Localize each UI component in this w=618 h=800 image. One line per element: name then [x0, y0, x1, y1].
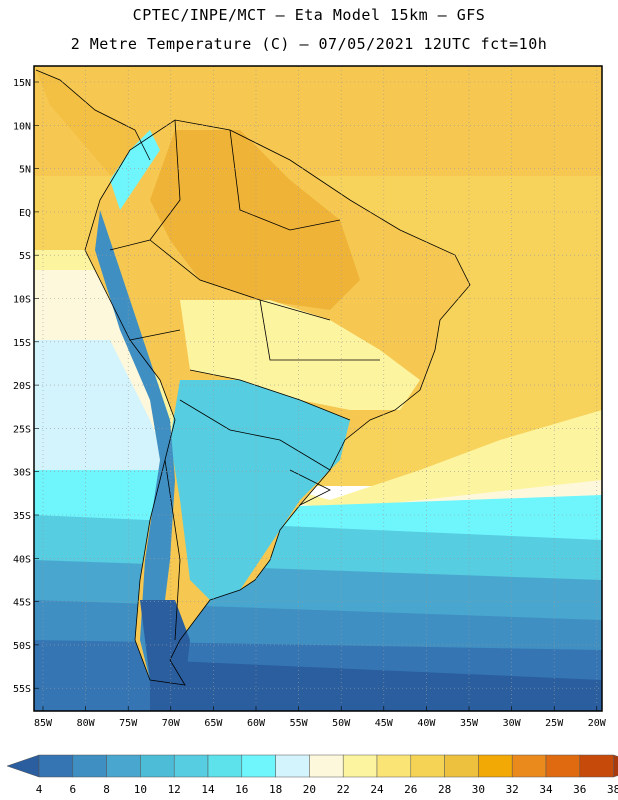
map-title-line2: 2 Metre Temperature (C) – 07/05/2021 12U…: [70, 35, 548, 53]
lon-label: 85W: [34, 718, 53, 729]
colorbar-swatch: [444, 754, 479, 778]
colorbar-over-arrow: [613, 754, 618, 778]
colorbar-swatch: [106, 754, 141, 778]
colorbar-under-arrow: [6, 754, 40, 778]
lon-label: 40W: [417, 718, 436, 729]
colorbar-swatch: [207, 754, 243, 778]
lat-label: 20S: [13, 381, 31, 392]
lon-label: 60W: [247, 718, 266, 729]
colorbar-swatch: [410, 754, 445, 778]
patagonia-coldest: [140, 600, 190, 685]
lat-label: 40S: [13, 554, 31, 565]
lon-label: 65W: [204, 718, 223, 729]
temperature-field: [34, 66, 602, 711]
longitude-labels: 85W 80W 75W 70W 65W 60W 55W 50W 45W 40W 35W 30W 25W 2…: [34, 718, 607, 729]
andes-cold-zone: [95, 210, 175, 680]
latitude-labels: 15N 10N 5N EQ 5S 10S 15S 20S 25S 30S 35S 40S 45S 50S 5…: [13, 78, 31, 695]
map-title-line1: CPTEC/INPE/MCT – Eta Model 15km – GFS: [132, 6, 486, 24]
southern-cool-zone: [170, 380, 350, 600]
colorbar: 4 6 8 10 12 14 16 18 20 22 24 26 28 30 32 34 36 38: [6, 754, 618, 796]
lat-label: 10S: [13, 295, 31, 306]
lat-label: 25S: [13, 424, 31, 435]
amazon-hot-zone: [150, 130, 360, 310]
lat-label: 5N: [19, 165, 31, 176]
colorbar-swatch: [38, 754, 74, 778]
lon-label: 55W: [290, 718, 309, 729]
colorbar-swatch: [275, 754, 310, 778]
colorbar-swatch: [478, 754, 513, 778]
colorbar-label: 36: [573, 783, 586, 796]
lon-label: 35W: [460, 718, 479, 729]
colorbar-label: 20: [303, 783, 316, 796]
colorbar-swatch: [376, 754, 412, 778]
cool-light-ocean-band: [34, 340, 170, 470]
lon-label: 20W: [588, 718, 607, 729]
lat-label: 35S: [13, 511, 31, 522]
colorbar-label: 26: [404, 783, 417, 796]
lon-label: 30W: [503, 718, 522, 729]
lat-label: 45S: [13, 598, 31, 609]
central-mild-zone: [180, 300, 420, 410]
lon-label: 25W: [545, 718, 564, 729]
lon-label: 75W: [119, 718, 138, 729]
lat-label: 5S: [19, 251, 31, 262]
lat-label: 10N: [13, 121, 31, 132]
colorbar-label: 32: [506, 783, 519, 796]
lat-label: EQ: [19, 208, 31, 219]
colorbar-label: 22: [337, 783, 350, 796]
colorbar-label: 12: [168, 783, 181, 796]
lon-label: 70W: [162, 718, 181, 729]
plot-frame: [33, 65, 603, 712]
colorbar-label: 4: [36, 783, 43, 796]
lon-label: 50W: [332, 718, 351, 729]
colorbar-swatch: [511, 754, 547, 778]
colorbar-swatch: [309, 754, 344, 778]
lat-label: 55S: [13, 684, 31, 695]
graticule: [34, 66, 602, 711]
colorbar-label: 16: [235, 783, 248, 796]
colorbar-label: 14: [201, 783, 215, 796]
colorbar-label: 30: [472, 783, 485, 796]
colorbar-label: 18: [269, 783, 282, 796]
country-borders: [35, 69, 471, 686]
colorbar-swatch: [72, 754, 107, 778]
colorbar-label: 34: [539, 783, 553, 796]
colorbar-label: 24: [370, 783, 384, 796]
andes-north-cold: [110, 130, 160, 210]
lat-label: 15N: [13, 78, 31, 89]
colorbar-swatch: [140, 754, 175, 778]
colorbar-swatch: [241, 754, 276, 778]
colorbar-label: 10: [134, 783, 147, 796]
lat-label: 30S: [13, 468, 31, 479]
central-america-land: [36, 70, 150, 175]
colorbar-swatch: [173, 754, 209, 778]
lon-label: 45W: [375, 718, 394, 729]
lat-label: 50S: [13, 641, 31, 652]
lon-label: 80W: [77, 718, 96, 729]
coldest-ocean-band: [150, 660, 602, 711]
colorbar-swatch: [342, 754, 378, 778]
colorbar-label: 38: [607, 783, 618, 796]
colorbar-label: 28: [438, 783, 451, 796]
colorbar-label: 8: [103, 783, 110, 796]
colorbar-swatch: [579, 754, 614, 778]
lat-label: 15S: [13, 338, 31, 349]
colorbar-swatch: [545, 754, 581, 778]
colorbar-label: 6: [69, 783, 76, 796]
